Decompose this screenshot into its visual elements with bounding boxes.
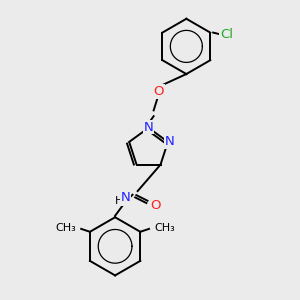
Text: CH₃: CH₃ xyxy=(56,223,76,233)
Text: N: N xyxy=(165,135,175,148)
Text: O: O xyxy=(150,199,160,212)
Text: N: N xyxy=(120,191,130,204)
Text: CH₃: CH₃ xyxy=(154,223,175,233)
Text: N: N xyxy=(144,121,153,134)
Text: O: O xyxy=(154,85,164,98)
Text: Cl: Cl xyxy=(220,28,233,40)
Text: H: H xyxy=(115,196,124,206)
